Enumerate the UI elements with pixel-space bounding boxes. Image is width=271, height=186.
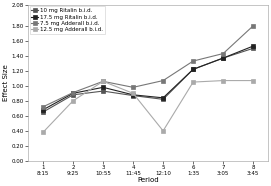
10 mg Ritalin b.i.d. bbox=[162, 98, 165, 100]
17.5 mg Ritalin b.i.d. bbox=[222, 57, 225, 59]
Line: 7.5 mg Adderall b.i.d.: 7.5 mg Adderall b.i.d. bbox=[41, 24, 255, 109]
12.5 mg Adderall b.i.d. bbox=[131, 92, 135, 94]
10 mg Ritalin b.i.d. bbox=[71, 94, 75, 96]
12.5 mg Adderall b.i.d. bbox=[101, 80, 105, 82]
Legend: 10 mg Ritalin b.i.d., 17.5 mg Ritalin b.i.d., 7.5 mg Adderall b.i.d., 12.5 mg Ad: 10 mg Ritalin b.i.d., 17.5 mg Ritalin b.… bbox=[30, 7, 105, 34]
7.5 mg Adderall b.i.d. bbox=[251, 25, 255, 27]
17.5 mg Ritalin b.i.d. bbox=[41, 109, 45, 111]
12.5 mg Adderall b.i.d. bbox=[192, 81, 195, 83]
17.5 mg Ritalin b.i.d. bbox=[192, 68, 195, 70]
X-axis label: Period: Period bbox=[137, 177, 159, 183]
7.5 mg Adderall b.i.d. bbox=[222, 52, 225, 55]
10 mg Ritalin b.i.d. bbox=[222, 57, 225, 59]
17.5 mg Ritalin b.i.d. bbox=[71, 92, 75, 94]
Y-axis label: Effect Size: Effect Size bbox=[3, 64, 9, 101]
Line: 10 mg Ritalin b.i.d.: 10 mg Ritalin b.i.d. bbox=[41, 46, 255, 114]
10 mg Ritalin b.i.d. bbox=[251, 47, 255, 49]
10 mg Ritalin b.i.d. bbox=[41, 111, 45, 113]
7.5 mg Adderall b.i.d. bbox=[71, 92, 75, 94]
Line: 17.5 mg Ritalin b.i.d.: 17.5 mg Ritalin b.i.d. bbox=[41, 44, 255, 112]
12.5 mg Adderall b.i.d. bbox=[71, 100, 75, 102]
12.5 mg Adderall b.i.d. bbox=[162, 130, 165, 132]
17.5 mg Ritalin b.i.d. bbox=[101, 86, 105, 88]
12.5 mg Adderall b.i.d. bbox=[222, 79, 225, 82]
7.5 mg Adderall b.i.d. bbox=[131, 86, 135, 88]
12.5 mg Adderall b.i.d. bbox=[41, 131, 45, 134]
10 mg Ritalin b.i.d. bbox=[131, 94, 135, 97]
12.5 mg Adderall b.i.d. bbox=[251, 79, 255, 82]
17.5 mg Ritalin b.i.d. bbox=[251, 45, 255, 47]
7.5 mg Adderall b.i.d. bbox=[162, 79, 165, 82]
17.5 mg Ritalin b.i.d. bbox=[162, 97, 165, 99]
17.5 mg Ritalin b.i.d. bbox=[131, 94, 135, 96]
10 mg Ritalin b.i.d. bbox=[101, 90, 105, 92]
7.5 mg Adderall b.i.d. bbox=[101, 80, 105, 82]
7.5 mg Adderall b.i.d. bbox=[192, 60, 195, 62]
10 mg Ritalin b.i.d. bbox=[192, 68, 195, 70]
7.5 mg Adderall b.i.d. bbox=[41, 106, 45, 108]
Line: 12.5 mg Adderall b.i.d.: 12.5 mg Adderall b.i.d. bbox=[41, 79, 255, 134]
